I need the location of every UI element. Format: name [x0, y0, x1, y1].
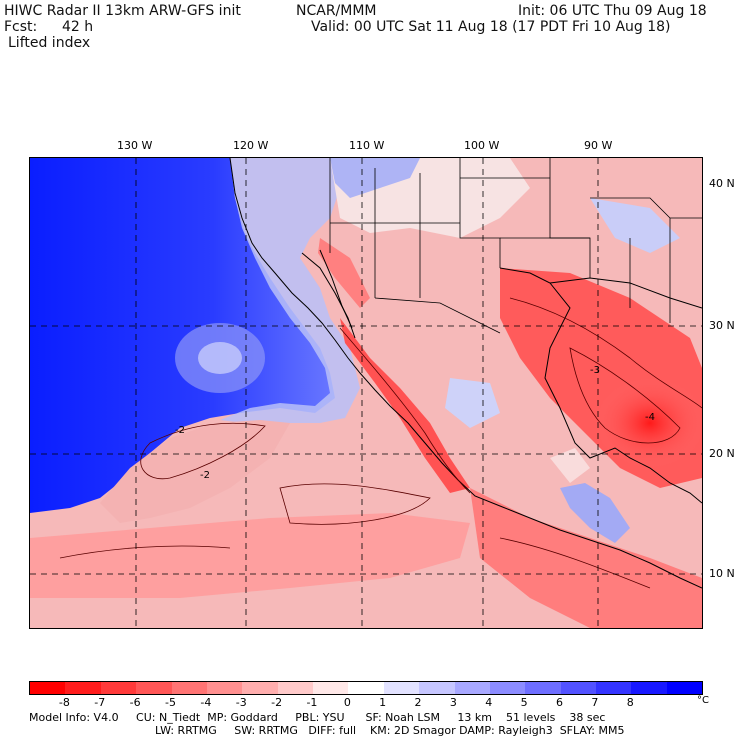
stable-ocean-region: [30, 158, 335, 513]
colorbar-swatch: [383, 682, 420, 694]
tehuantepec-stable-patch: [560, 483, 630, 543]
contour-label: -2: [200, 470, 210, 481]
organization-label: NCAR/MMM: [296, 3, 377, 19]
colorbar-unit: °C: [697, 695, 709, 706]
colorbar-swatch: [277, 682, 313, 694]
colorbar-tick-label: 2: [414, 696, 422, 709]
ocean-swirl-core: [198, 342, 242, 374]
colorbar-swatch: [419, 682, 455, 694]
colorbar-tick-label: -5: [164, 696, 176, 709]
colorbar-swatch: [454, 682, 490, 694]
colorbar-tick-label: 7: [591, 696, 599, 709]
valid-time: Valid: 00 UTC Sat 11 Aug 18 (17 PDT Fri …: [311, 19, 671, 35]
lat-label-10n: 10 N: [709, 567, 735, 580]
init-time: Init: 06 UTC Thu 09 Aug 18: [518, 3, 707, 19]
field-name: Lifted index: [8, 35, 91, 51]
colorbar-swatch: [525, 682, 561, 694]
lat-label-20n: 20 N: [709, 447, 735, 460]
lon-label-90w: 90 W: [584, 139, 613, 152]
colorbar-swatch: [560, 682, 596, 694]
colorbar-swatch: [631, 682, 667, 694]
colorbar-swatch: [596, 682, 632, 694]
graticule: [30, 158, 702, 628]
contour-lines: [59, 297, 702, 589]
lon-label-100w: 100 W: [464, 139, 500, 152]
lon-label-130w: 130 W: [117, 139, 153, 152]
colorbar-tick-label: -7: [94, 696, 106, 709]
contour-label: -4: [645, 412, 655, 423]
central-america-region: [470, 488, 702, 628]
colorbar-swatch: [206, 682, 243, 694]
colorbar-tick-label: 5: [520, 696, 528, 709]
colorbar-tick-label: -4: [200, 696, 212, 709]
colorbar-tick-label: -1: [306, 696, 318, 709]
forecast-hour: 42 h: [62, 19, 94, 35]
colorbar-tick-label: 1: [379, 696, 387, 709]
colorbar-tick-label: 8: [626, 696, 634, 709]
mexico-west-coast-unstable: [340, 318, 470, 493]
colorbar-swatch: [136, 682, 172, 694]
colorbar: [29, 681, 703, 695]
colorbar-tick-label: 3: [449, 696, 457, 709]
lat-label-30n: 30 N: [709, 319, 735, 332]
lat-label-40n: 40 N: [709, 177, 735, 190]
colorbar-swatch: [666, 682, 703, 694]
yucatan-pale-patch: [550, 448, 590, 483]
colorbar-swatch: [313, 682, 349, 694]
forecast-label: Fcst:: [4, 19, 38, 35]
southwest-unstable-lobe: [100, 420, 290, 523]
colorbar-tick-label: 6: [556, 696, 564, 709]
colorbar-tick-label: 0: [343, 696, 351, 709]
map-canvas: -2 -2 -3 -4: [30, 158, 702, 628]
contour-label: -3: [590, 365, 600, 376]
california-gulf-band: [318, 238, 370, 308]
lifted-index-map: -2 -2 -3 -4: [29, 157, 703, 629]
colorbar-tick-label: 4: [485, 696, 493, 709]
colorbar-swatch: [30, 682, 66, 694]
lon-label-110w: 110 W: [349, 139, 385, 152]
colorbar-swatch: [242, 682, 278, 694]
contour-label: -2: [175, 425, 185, 436]
colorbar-swatch: [348, 682, 384, 694]
lon-label-120w: 120 W: [233, 139, 269, 152]
map-title: HIWC Radar II 13km ARW-GFS init: [4, 3, 241, 19]
colorbar-tick-label: -8: [58, 696, 70, 709]
state-borders: [329, 158, 702, 334]
colorbar-swatch: [100, 682, 137, 694]
northeast-stable-patch: [590, 198, 680, 253]
colorbar-tick-label: -2: [271, 696, 283, 709]
model-info-line-1: Model Info: V4.0 CU: N_Tiedt MP: Goddard…: [29, 711, 606, 724]
model-info-line-2: LW: RRTMG SW: RRTMG DIFF: full KM: 2D Sm…: [155, 724, 625, 737]
colorbar-swatch: [489, 682, 526, 694]
gulf-hotspot: [595, 378, 702, 468]
colorbar-swatch: [65, 682, 101, 694]
colorbar-tick-label: -6: [129, 696, 141, 709]
plains-stable-patch: [445, 378, 500, 428]
colorbar-swatch: [171, 682, 207, 694]
colorbar-tick-label: -3: [235, 696, 247, 709]
tropical-pacific-band: [30, 513, 470, 598]
